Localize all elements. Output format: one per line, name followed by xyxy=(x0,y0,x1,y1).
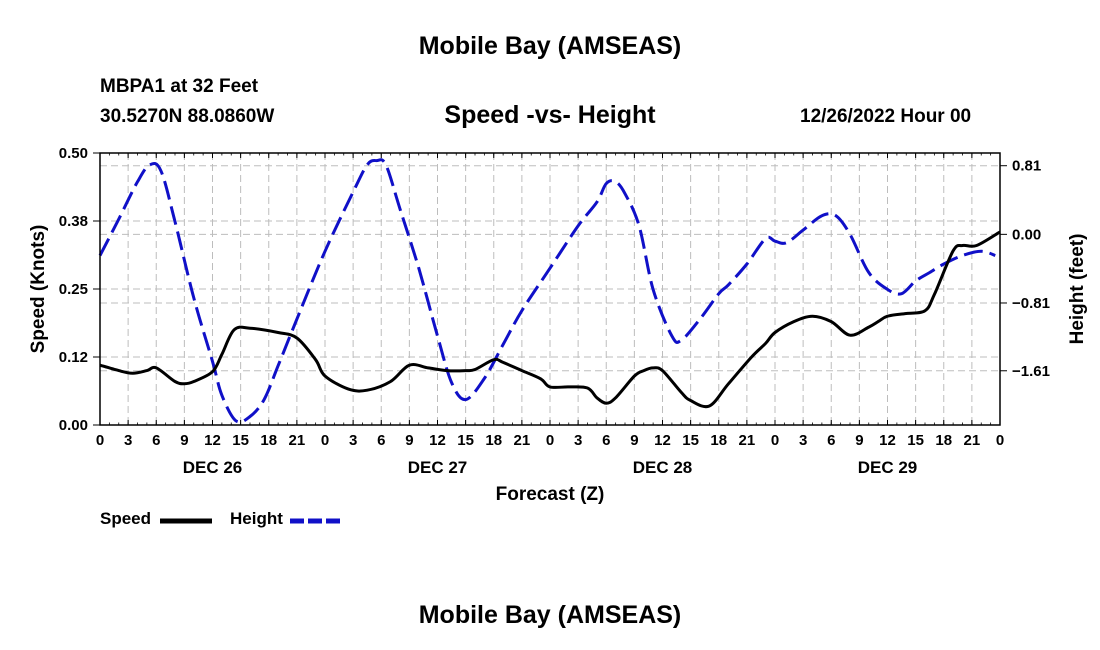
y-right-tick-label: 0.81 xyxy=(1012,158,1041,175)
x-tick-label: 12 xyxy=(429,432,446,449)
chart-title: Speed -vs- Height xyxy=(444,101,656,129)
x-tick-label: 0 xyxy=(546,432,554,449)
y-left-tick-label: 0.12 xyxy=(59,349,88,366)
legend-speed-label: Speed xyxy=(100,509,152,528)
x-tick-label: 18 xyxy=(935,432,952,449)
y-right-tick-label: −0.81 xyxy=(1012,295,1050,312)
x-tick-label: 3 xyxy=(349,432,357,449)
day-label: DEC 28 xyxy=(633,458,693,477)
x-tick-label: 0 xyxy=(771,432,779,449)
speed-series-line xyxy=(99,230,1001,409)
forecast-date: 12/26/2022 Hour 00 xyxy=(800,106,972,127)
station-coords: 30.5270N 88.0860W xyxy=(100,106,275,127)
x-tick-label: 12 xyxy=(654,432,671,449)
y-right-tick-label: −1.61 xyxy=(1012,363,1050,380)
x-tick-label: 0 xyxy=(96,432,104,449)
y-axis-label-right: Height (feet) xyxy=(1067,234,1088,345)
station-name: MBPA1 at 32 Feet xyxy=(100,76,259,97)
x-tick-label: 0 xyxy=(996,432,1004,449)
x-tick-label: 3 xyxy=(124,432,132,449)
x-tick-label: 18 xyxy=(485,432,502,449)
x-tick-label: 9 xyxy=(630,432,638,449)
x-tick-label: 15 xyxy=(682,432,699,449)
x-tick-label: 6 xyxy=(377,432,385,449)
x-tick-label: 0 xyxy=(321,432,329,449)
x-tick-label: 15 xyxy=(232,432,249,449)
x-axis-label: Forecast (Z) xyxy=(496,484,605,505)
x-tick-label: 21 xyxy=(289,432,306,449)
page-title: Mobile Bay (AMSEAS) xyxy=(418,32,682,60)
x-tick-label: 21 xyxy=(964,432,981,449)
y-left-tick-label: 0.25 xyxy=(59,281,88,298)
footer-title: Mobile Bay (AMSEAS) xyxy=(418,601,682,629)
x-tick-label: 9 xyxy=(855,432,863,449)
y-left-tick-label: 0.38 xyxy=(59,213,88,230)
x-tick-label: 3 xyxy=(574,432,582,449)
x-tick-label: 21 xyxy=(739,432,756,449)
x-tick-label: 21 xyxy=(514,432,531,449)
x-tick-label: 12 xyxy=(879,432,896,449)
x-tick-label: 9 xyxy=(180,432,188,449)
axes: 0 3 6 9 12 15 18 21 0 3 6 9 12 15 18 21 0 3 6 9 12 15 18 21 0 3 6 9… xyxy=(59,145,1050,477)
x-tick-label: 6 xyxy=(827,432,835,449)
day-label: DEC 26 xyxy=(183,458,243,477)
y-left-tick-label: 0.00 xyxy=(59,417,88,434)
height-series-line xyxy=(98,158,996,424)
x-tick-label: 6 xyxy=(602,432,610,449)
day-label: DEC 27 xyxy=(408,458,468,477)
y-left-tick-label: 0.50 xyxy=(59,145,88,162)
x-tick-label: 3 xyxy=(799,432,807,449)
y-right-tick-label: 0.00 xyxy=(1012,226,1041,243)
x-tick-label: 12 xyxy=(204,432,221,449)
x-tick-label: 9 xyxy=(405,432,413,449)
legend-height-label: Height xyxy=(230,509,283,528)
x-tick-label: 18 xyxy=(710,432,727,449)
series-layer xyxy=(98,158,1001,424)
x-tick-label: 15 xyxy=(907,432,924,449)
grid xyxy=(100,153,1000,425)
x-tick-label: 15 xyxy=(457,432,474,449)
x-tick-label: 18 xyxy=(260,432,277,449)
x-tick-label: 6 xyxy=(152,432,160,449)
day-label: DEC 29 xyxy=(858,458,918,477)
y-axis-label-left: Speed (Knots) xyxy=(28,225,49,354)
